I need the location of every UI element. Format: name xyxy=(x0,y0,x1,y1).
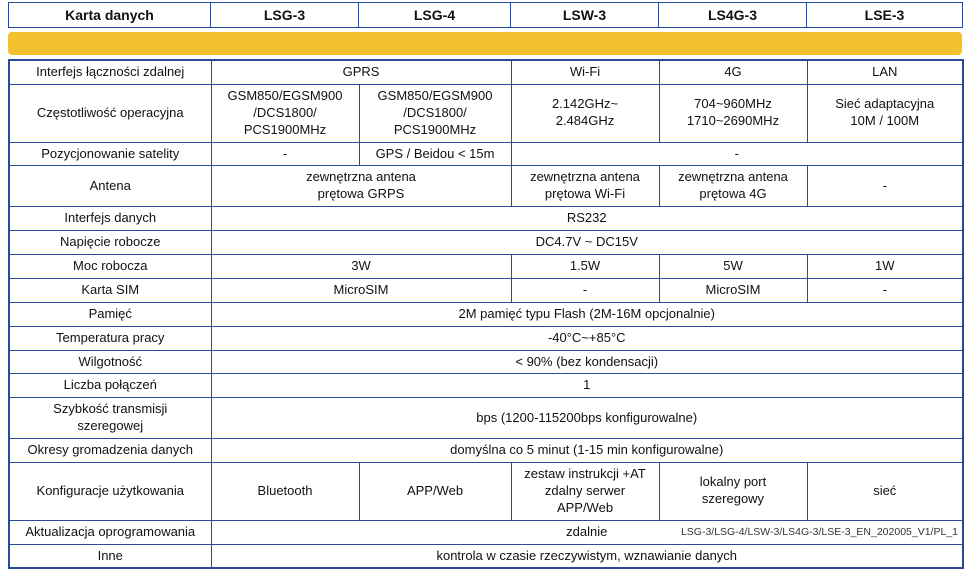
table-row: Moc robocza 3W 1.5W 5W 1W xyxy=(8,254,964,279)
value-cell: zewnętrzna antena prętowa 4G xyxy=(658,165,808,208)
table-row: Interfejs danych RS232 xyxy=(8,206,964,232)
value-cell: - xyxy=(806,277,964,303)
table-row: Interfejs łączności zdalnej GPRS Wi-Fi 4G LA… xyxy=(8,59,964,85)
table-row: Konfiguracje użytkowania Bluetooth APP/Web… xyxy=(8,462,964,521)
value-cell: 704~960MHz 1710~2690MHz xyxy=(658,83,808,143)
row-label: Interfejs danych xyxy=(8,206,212,232)
value-cell: lokalny port szeregowy xyxy=(658,462,808,521)
value-cell: MicroSIM xyxy=(210,277,512,303)
value-cell: 1.5W xyxy=(510,254,660,279)
value-cell: RS232 xyxy=(210,206,964,232)
value-cell: GPS / Beidou < 15m xyxy=(358,141,512,167)
accent-band xyxy=(8,32,962,55)
value-cell: domyślna co 5 minut (1-15 min konfigurow… xyxy=(210,438,964,464)
row-label: Interfejs łączności zdalnej xyxy=(8,59,212,85)
value-cell: zewnętrzna antena prętowa Wi-Fi xyxy=(510,165,660,208)
value-cell: zewnętrzna antena prętowa GRPS xyxy=(210,165,512,208)
row-label: Aktualizacja oprogramowania xyxy=(8,519,212,545)
value-cell: GPRS xyxy=(210,59,512,85)
header-table: Karta danych LSG-3 LSG-4 LSW-3 LS4G-3 LS… xyxy=(8,2,963,28)
table-row: Pozycjonowanie satelity - GPS / Beidou < 1… xyxy=(8,141,964,167)
table-row: Okresy gromadzenia danych domyślna co 5 m… xyxy=(8,438,964,464)
header-column-lsw3: LSW-3 xyxy=(510,2,659,28)
spec-table: Interfejs łączności zdalnej GPRS Wi-Fi 4G LA… xyxy=(8,59,964,569)
value-cell: LAN xyxy=(806,59,964,85)
row-label: Pozycjonowanie satelity xyxy=(8,141,212,167)
row-label: Częstotliwość operacyjna xyxy=(8,83,212,143)
header-label-column: Karta danych xyxy=(8,2,211,28)
value-cell: Sieć adaptacyjna 10M / 100M xyxy=(806,83,964,143)
row-label: Konfiguracje użytkowania xyxy=(8,462,212,521)
document-reference: LSG-3/LSG-4/LSW-3/LS4G-3/LSE-3_EN_202005… xyxy=(680,526,958,538)
row-label: Szybkość transmisji szeregowej xyxy=(8,397,212,440)
table-row: Karta SIM MicroSIM - MicroSIM - xyxy=(8,277,964,303)
value-cell: APP/Web xyxy=(358,462,512,521)
value-cell: 2M pamięć typu Flash (2M-16M opcjonalnie… xyxy=(210,301,964,327)
value-cell: GSM850/EGSM900 /DCS1800/ PCS1900MHz xyxy=(210,83,360,143)
value-cell: - xyxy=(210,141,360,167)
header-column-lse3: LSE-3 xyxy=(806,2,963,28)
row-label: Inne xyxy=(8,543,212,569)
table-row: Temperatura pracy -40°C~+85°C xyxy=(8,325,964,351)
value-cell: sieć xyxy=(806,462,964,521)
row-label: Antena xyxy=(8,165,212,208)
row-label: Moc robocza xyxy=(8,254,212,279)
row-label: Pamięć xyxy=(8,301,212,327)
row-label: Temperatura pracy xyxy=(8,325,212,351)
datasheet-page: Karta danych LSG-3 LSG-4 LSW-3 LS4G-3 LS… xyxy=(8,2,964,569)
header-column-ls4g3: LS4G-3 xyxy=(658,2,807,28)
value-cell: 5W xyxy=(658,254,808,279)
spec-table-body: Interfejs łączności zdalnej GPRS Wi-Fi 4G LA… xyxy=(8,59,964,569)
table-row: Inne kontrola w czasie rzeczywistym, wzna… xyxy=(8,543,964,569)
header-row: Karta danych LSG-3 LSG-4 LSW-3 LS4G-3 LS… xyxy=(8,2,963,28)
table-row: Aktualizacja oprogramowania zdalnie xyxy=(8,519,964,545)
value-cell: 3W xyxy=(210,254,512,279)
value-cell: -40°C~+85°C xyxy=(210,325,964,351)
value-cell: GSM850/EGSM900 /DCS1800/ PCS1900MHz xyxy=(358,83,512,143)
table-row: Częstotliwość operacyjna GSM850/EGSM900 /… xyxy=(8,83,964,143)
row-label: Okresy gromadzenia danych xyxy=(8,438,212,464)
value-cell: 2.142GHz~ 2.484GHz xyxy=(510,83,660,143)
row-label: Karta SIM xyxy=(8,277,212,303)
row-label: Liczba połączeń xyxy=(8,373,212,399)
table-row: Antena zewnętrzna antena prętowa GRPS zewn… xyxy=(8,165,964,208)
table-row: Pamięć 2M pamięć typu Flash (2M-16M opcjo… xyxy=(8,301,964,327)
value-cell: Wi-Fi xyxy=(510,59,660,85)
value-cell: < 90% (bez kondensacji) xyxy=(210,349,964,375)
table-row: Liczba połączeń 1 xyxy=(8,373,964,399)
header-column-lsg4: LSG-4 xyxy=(358,2,511,28)
table-row: Napięcie robocze DC4.7V ~ DC15V xyxy=(8,230,964,256)
value-cell: 4G xyxy=(658,59,808,85)
value-cell: zdalnie xyxy=(210,519,964,545)
header-column-lsg3: LSG-3 xyxy=(210,2,359,28)
row-label: Wilgotność xyxy=(8,349,212,375)
table-row: Wilgotność < 90% (bez kondensacji) xyxy=(8,349,964,375)
table-row: Szybkość transmisji szeregowej bps (1200-… xyxy=(8,397,964,440)
value-cell: bps (1200-115200bps konfigurowalne) xyxy=(210,397,964,440)
value-cell: - xyxy=(510,141,964,167)
value-cell: Bluetooth xyxy=(210,462,360,521)
value-cell: DC4.7V ~ DC15V xyxy=(210,230,964,256)
value-cell: 1 xyxy=(210,373,964,399)
value-cell: kontrola w czasie rzeczywistym, wznawian… xyxy=(210,543,964,569)
value-cell: - xyxy=(806,165,964,208)
value-cell: 1W xyxy=(806,254,964,279)
value-cell: MicroSIM xyxy=(658,277,808,303)
row-label: Napięcie robocze xyxy=(8,230,212,256)
value-cell: zestaw instrukcji +AT zdalny serwer APP/… xyxy=(510,462,660,521)
value-cell: - xyxy=(510,277,660,303)
